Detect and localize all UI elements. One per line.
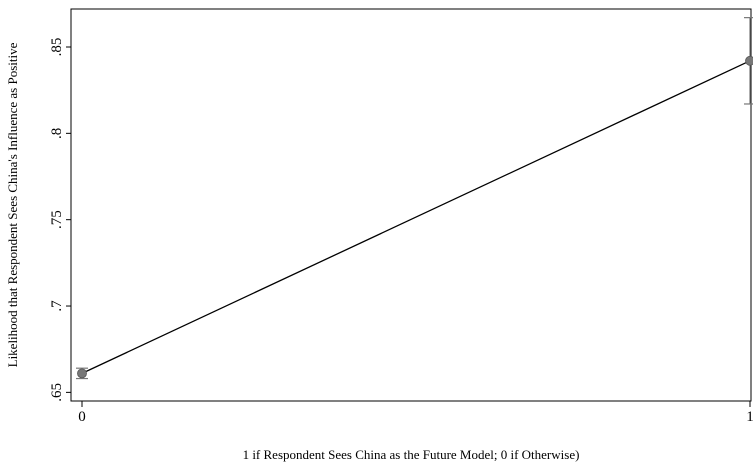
plot-frame <box>70 8 752 402</box>
y-tick-label: .65 <box>49 383 65 402</box>
x-tick-label: 0 <box>78 409 86 425</box>
series-line <box>81 60 751 374</box>
y-axis: .65 .7 .75 .8 .85 <box>49 38 71 402</box>
data-point <box>77 368 87 379</box>
y-axis-label: Likelihood that Respondent Sees China's … <box>5 42 20 367</box>
y-tick-label: .8 <box>49 128 65 139</box>
y-tick-label: .85 <box>49 38 65 57</box>
y-tick-label: .75 <box>49 210 65 229</box>
y-tick-label: .7 <box>49 300 65 312</box>
x-tick-label: 1 <box>746 409 753 425</box>
x-axis-label: 1 if Respondent Sees China as the Future… <box>243 447 580 462</box>
series-layer <box>76 17 753 380</box>
data-point <box>745 55 753 66</box>
